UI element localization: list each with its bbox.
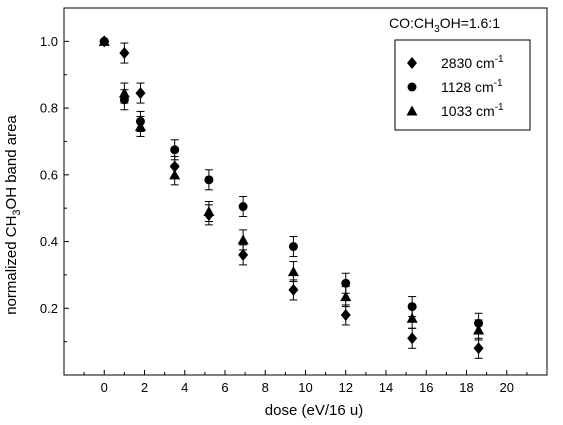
- y-tick-label: 0.8: [40, 101, 58, 116]
- x-tick-label: 12: [339, 380, 353, 395]
- circle-point: [407, 302, 417, 312]
- diamond-point: [288, 283, 299, 296]
- x-tick-label: 8: [262, 380, 269, 395]
- y-tick-label: 1.0: [40, 34, 58, 49]
- circle-point: [341, 278, 351, 288]
- legend-triangle-marker: [406, 105, 418, 116]
- triangle-point: [473, 324, 485, 335]
- triangle-point: [237, 234, 249, 245]
- axis-ticks: 0 2 4 6 8 10 12 14 16 18 20 0.2 0.4 0.6 0.8 1.0: [40, 7, 528, 395]
- x-tick-label: 18: [459, 380, 473, 395]
- triangle-point: [98, 35, 110, 46]
- x-tick-label: 6: [221, 380, 228, 395]
- x-tick-label: 10: [298, 380, 312, 395]
- y-tick-label: 0.4: [40, 234, 58, 249]
- data-marks: [98, 35, 485, 359]
- diamond-point: [473, 342, 484, 355]
- legend-circle-marker: [407, 82, 417, 92]
- x-tick-label: 16: [419, 380, 433, 395]
- x-tick-label: 20: [500, 380, 514, 395]
- triangle-point: [340, 291, 352, 302]
- triangle-point: [134, 120, 146, 131]
- diamond-point: [407, 332, 418, 345]
- legend-label: 1128 cm-1: [441, 78, 503, 95]
- legend: 2830 cm-1 1128 cm-1 1033 cm-1: [394, 39, 531, 131]
- circle-point: [238, 202, 248, 212]
- legend-box: [394, 39, 531, 131]
- y-tick-label: 0.6: [40, 167, 58, 182]
- x-tick-label: 4: [181, 380, 188, 395]
- triangle-point: [169, 169, 181, 180]
- diamond-point: [135, 87, 146, 100]
- y-tick-label: 0.2: [40, 301, 58, 316]
- sample-ratio-annotation: CO:CH3OH=1.6:1: [389, 15, 500, 35]
- legend-label: 2830 cm-1: [441, 54, 504, 71]
- diamond-point: [238, 248, 249, 261]
- legend-diamond-marker: [407, 57, 417, 69]
- x-tick-label: 14: [379, 380, 393, 395]
- circle-point: [288, 242, 298, 252]
- triangle-point: [203, 206, 215, 217]
- triangle-point: [118, 87, 130, 98]
- x-tick-label: 2: [141, 380, 148, 395]
- circle-point: [204, 175, 214, 185]
- diamond-point: [119, 47, 130, 60]
- x-axis-label: dose (eV/16 u): [265, 402, 363, 419]
- legend-label: 1033 cm-1: [441, 102, 504, 119]
- triangle-point: [406, 312, 418, 323]
- triangle-point: [287, 266, 299, 277]
- diamond-point: [340, 308, 351, 321]
- circle-point: [170, 145, 180, 155]
- y-axis-label: normalized CH3OH band area: [3, 115, 23, 315]
- series-triangle: [98, 35, 485, 341]
- x-tick-label: 0: [101, 380, 108, 395]
